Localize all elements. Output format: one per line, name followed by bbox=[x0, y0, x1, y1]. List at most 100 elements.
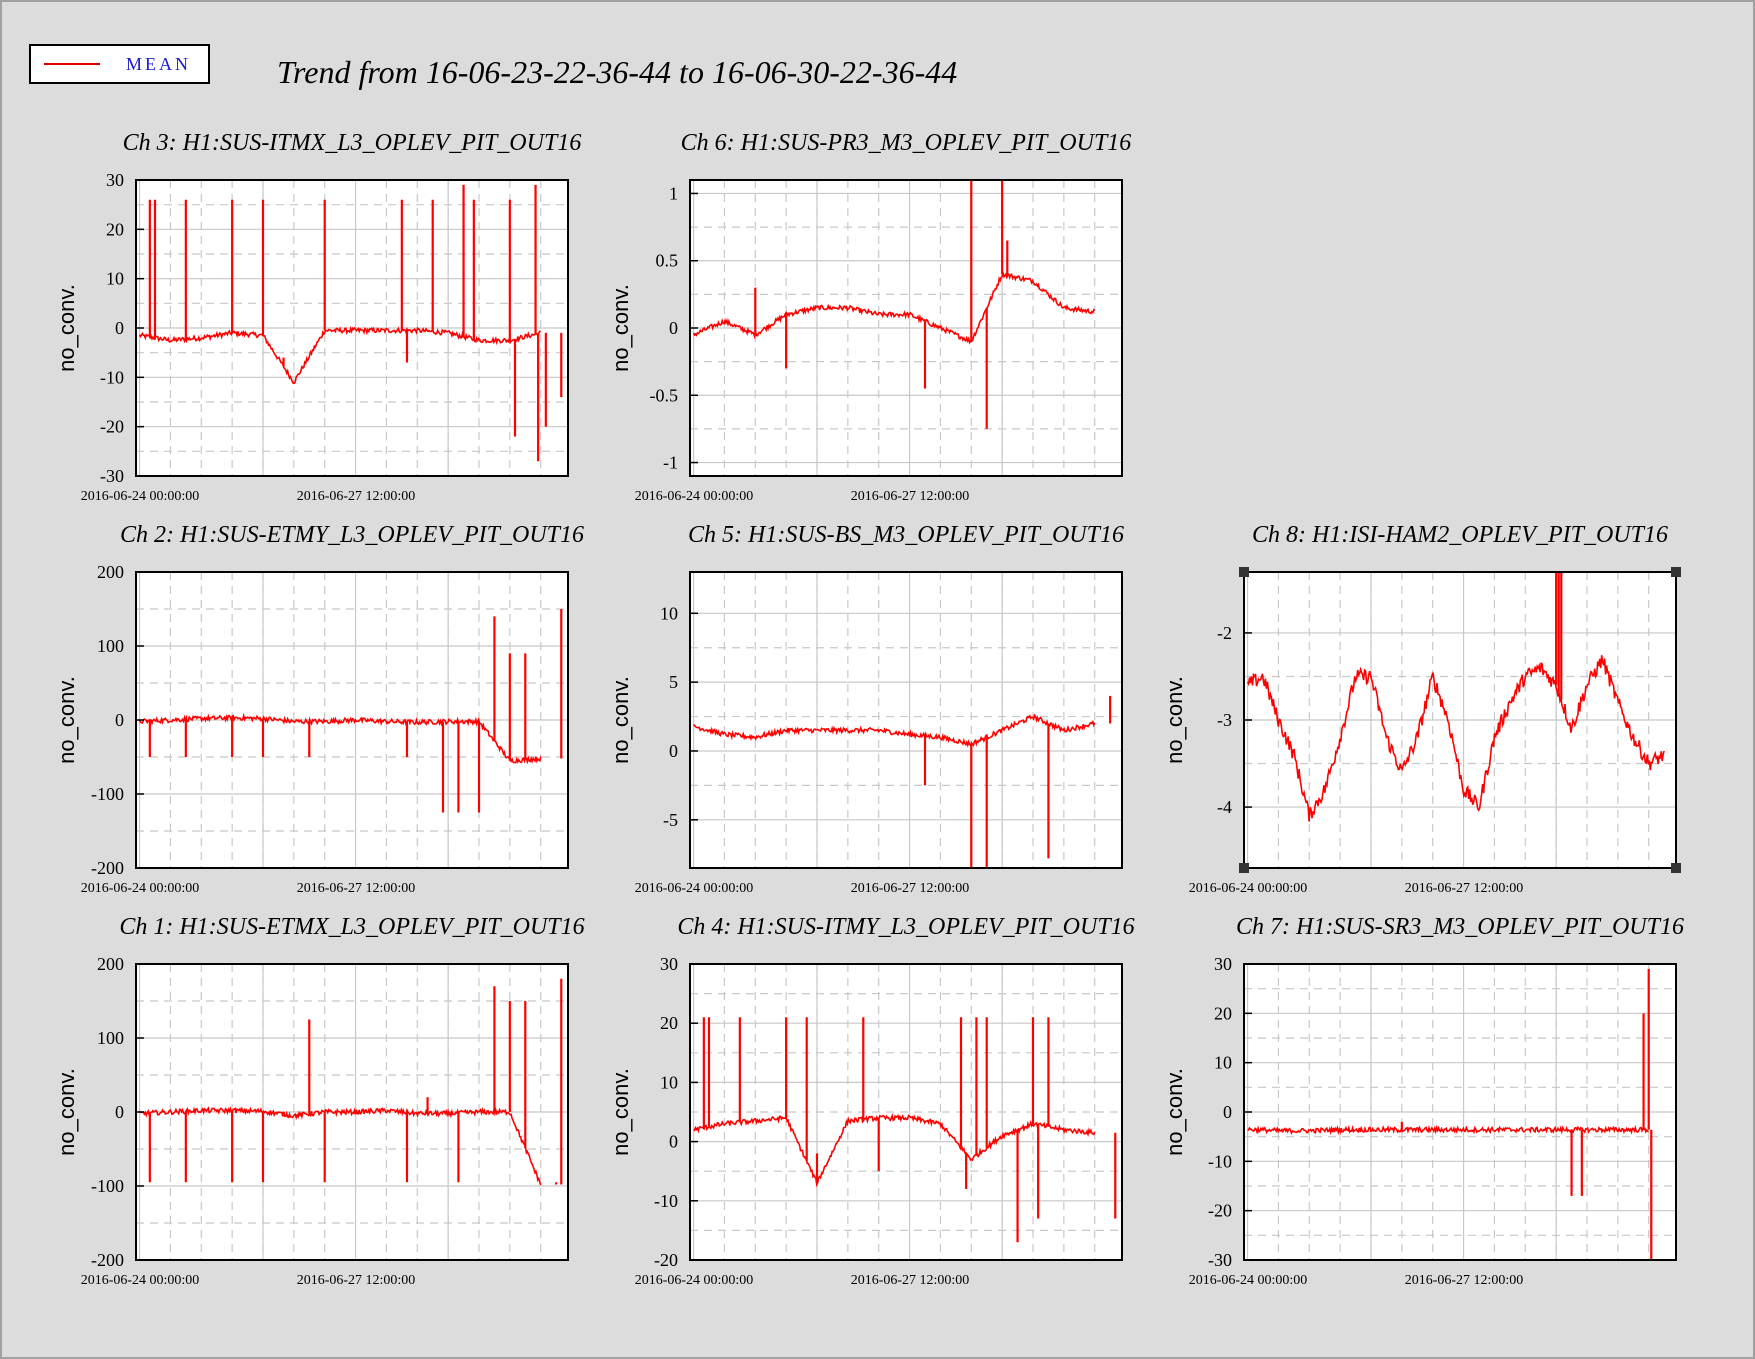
y-axis-label: no_conv. bbox=[54, 284, 79, 372]
ytick-label: 0 bbox=[669, 1132, 678, 1152]
chart-ch3: Ch 3: H1:SUS-ITMX_L3_OPLEV_PIT_OUT16 -30 -… bbox=[54, 130, 581, 504]
ytick-label: -0.5 bbox=[650, 385, 679, 405]
series-line bbox=[1247, 1124, 1649, 1136]
chart-ch2: Ch 2: H1:SUS-ETMY_L3_OPLEV_PIT_OUT16 -200… bbox=[54, 522, 584, 896]
page-title: Trend from 16-06-23-22-36-44 to 16-06-30… bbox=[277, 54, 957, 90]
ytick-label: 10 bbox=[106, 269, 124, 289]
xtick-label: 2016-06-27 12:00:00 bbox=[1405, 881, 1524, 896]
chart-title: Ch 5: H1:SUS-BS_M3_OPLEV_PIT_OUT16 bbox=[688, 522, 1124, 548]
ytick-label: -10 bbox=[1208, 1151, 1232, 1171]
spike-marks bbox=[923, 695, 1112, 868]
chart-ch5: Ch 5: H1:SUS-BS_M3_OPLEV_PIT_OUT16 -5 0 5 10… bbox=[608, 522, 1124, 896]
xtick-label: 2016-06-24 00:00:00 bbox=[81, 489, 200, 504]
chart-ch4: Ch 4: H1:SUS-ITMY_L3_OPLEV_PIT_OUT16 -20 -… bbox=[608, 914, 1135, 1288]
xtick-label: 2016-06-27 12:00:00 bbox=[851, 489, 970, 504]
chart-title: Ch 3: H1:SUS-ITMX_L3_OPLEV_PIT_OUT16 bbox=[123, 130, 582, 156]
ytick-label: -5 bbox=[663, 810, 678, 830]
spike-marks bbox=[1555, 572, 1563, 700]
ytick-label: -10 bbox=[654, 1191, 678, 1211]
chart-ch7: Ch 7: H1:SUS-SR3_M3_OPLEV_PIT_OUT16 -30 -2… bbox=[1162, 914, 1684, 1288]
selection-handle bbox=[1239, 863, 1249, 873]
ytick-label: -30 bbox=[1208, 1250, 1232, 1270]
ytick-label: -20 bbox=[1208, 1201, 1232, 1221]
y-axis-label: no_conv. bbox=[1162, 676, 1187, 764]
y-axis-label: no_conv. bbox=[608, 676, 633, 764]
ytick-label: 200 bbox=[97, 954, 124, 974]
xtick-label: 2016-06-24 00:00:00 bbox=[1189, 881, 1308, 896]
ytick-label: -4 bbox=[1217, 797, 1232, 817]
ytick-label: 30 bbox=[660, 954, 678, 974]
series-line bbox=[693, 1112, 1096, 1188]
xtick-label: 2016-06-24 00:00:00 bbox=[635, 1273, 754, 1288]
legend-mean-label: MEAN bbox=[126, 54, 191, 74]
xtick-label: 2016-06-24 00:00:00 bbox=[81, 881, 200, 896]
selection-handle bbox=[1671, 567, 1681, 577]
xtick-label: 2016-06-24 00:00:00 bbox=[1189, 1273, 1308, 1288]
chart-title: Ch 4: H1:SUS-ITMY_L3_OPLEV_PIT_OUT16 bbox=[677, 914, 1134, 940]
ytick-label: -1 bbox=[663, 453, 678, 473]
ytick-label: 20 bbox=[1214, 1003, 1232, 1023]
y-axis-label: no_conv. bbox=[54, 676, 79, 764]
xtick-label: 2016-06-24 00:00:00 bbox=[635, 881, 754, 896]
ytick-label: 1 bbox=[669, 183, 678, 203]
ytick-label: 30 bbox=[1214, 954, 1232, 974]
legend: MEAN bbox=[29, 44, 210, 84]
ytick-label: 0.5 bbox=[656, 251, 679, 271]
spike-marks bbox=[148, 184, 563, 462]
ytick-label: 20 bbox=[106, 219, 124, 239]
ytick-label: 100 bbox=[97, 1028, 124, 1048]
spike-marks bbox=[148, 978, 563, 1185]
plot-area bbox=[690, 572, 1122, 868]
xtick-label: 2016-06-27 12:00:00 bbox=[297, 489, 416, 504]
ytick-label: -2 bbox=[1217, 623, 1232, 643]
xtick-label: 2016-06-27 12:00:00 bbox=[851, 1273, 970, 1288]
ytick-label: 200 bbox=[97, 562, 124, 582]
series-line bbox=[1246, 655, 1665, 822]
ytick-label: -3 bbox=[1217, 710, 1232, 730]
ytick-label: -30 bbox=[100, 466, 124, 486]
chart-ch6: Ch 6: H1:SUS-PR3_M3_OPLEV_PIT_OUT16 -1 -0.… bbox=[608, 130, 1131, 504]
series-line bbox=[138, 712, 542, 765]
chart-title: Ch 7: H1:SUS-SR3_M3_OPLEV_PIT_OUT16 bbox=[1236, 914, 1684, 940]
ytick-label: -20 bbox=[654, 1250, 678, 1270]
xtick-label: 2016-06-27 12:00:00 bbox=[1405, 1273, 1524, 1288]
xtick-label: 2016-06-24 00:00:00 bbox=[635, 489, 754, 504]
selection-handle bbox=[1671, 863, 1681, 873]
ytick-label: -100 bbox=[91, 784, 124, 804]
spike-marks bbox=[1400, 968, 1653, 1260]
chart-title: Ch 1: H1:SUS-ETMX_L3_OPLEV_PIT_OUT16 bbox=[119, 914, 584, 940]
chart-panels: Ch 3: H1:SUS-ITMX_L3_OPLEV_PIT_OUT16-30-… bbox=[54, 130, 1684, 1288]
series-line bbox=[692, 713, 1096, 748]
spike-marks bbox=[702, 1017, 1117, 1243]
spike-marks bbox=[754, 180, 1009, 429]
ytick-label: 5 bbox=[669, 672, 678, 692]
chart-ch8: Ch 8: H1:ISI-HAM2_OPLEV_PIT_OUT16 -4 -3 -2 n… bbox=[1162, 522, 1681, 896]
chart-ch1: Ch 1: H1:SUS-ETMX_L3_OPLEV_PIT_OUT16 -200… bbox=[54, 914, 585, 1288]
ytick-label: 0 bbox=[669, 318, 678, 338]
ytick-label: 0 bbox=[115, 710, 124, 730]
y-axis-label: no_conv. bbox=[1162, 1068, 1187, 1156]
xtick-label: 2016-06-27 12:00:00 bbox=[297, 1273, 416, 1288]
selection-handle bbox=[1239, 567, 1249, 577]
ytick-label: 20 bbox=[660, 1013, 678, 1033]
chart-title: Ch 8: H1:ISI-HAM2_OPLEV_PIT_OUT16 bbox=[1252, 522, 1668, 548]
gridlines bbox=[690, 180, 1122, 476]
ytick-label: 100 bbox=[97, 636, 124, 656]
spike-marks bbox=[148, 609, 563, 813]
ytick-label: 10 bbox=[660, 603, 678, 623]
ytick-label: -200 bbox=[91, 1250, 124, 1270]
xtick-label: 2016-06-27 12:00:00 bbox=[851, 881, 970, 896]
ytick-label: 0 bbox=[115, 1102, 124, 1122]
ytick-label: -100 bbox=[91, 1176, 124, 1196]
plot-frame bbox=[689, 571, 1123, 869]
y-axis-label: no_conv. bbox=[608, 284, 633, 372]
gridlines bbox=[690, 572, 1122, 868]
xtick-label: 2016-06-27 12:00:00 bbox=[297, 881, 416, 896]
series-line bbox=[138, 1106, 542, 1186]
ytick-label: 10 bbox=[1214, 1053, 1232, 1073]
chart-title: Ch 2: H1:SUS-ETMY_L3_OPLEV_PIT_OUT16 bbox=[120, 522, 584, 548]
chart-title: Ch 6: H1:SUS-PR3_M3_OPLEV_PIT_OUT16 bbox=[681, 130, 1132, 156]
ytick-label: 30 bbox=[106, 170, 124, 190]
